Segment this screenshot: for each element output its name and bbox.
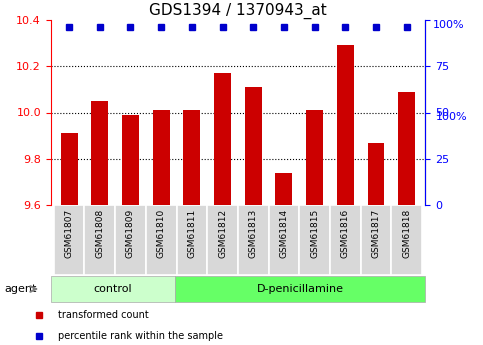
Bar: [337, 46, 354, 205]
Text: GSM61808: GSM61808: [95, 208, 104, 258]
Bar: [398, 92, 415, 205]
Title: GDS1394 / 1370943_at: GDS1394 / 1370943_at: [149, 2, 327, 19]
Bar: [207, 205, 238, 275]
Bar: [54, 205, 85, 275]
Bar: [146, 205, 176, 275]
Text: GSM61814: GSM61814: [279, 208, 288, 258]
Text: GSM61816: GSM61816: [341, 208, 350, 258]
Bar: [330, 205, 361, 275]
Bar: [85, 205, 115, 275]
Text: GSM61807: GSM61807: [65, 208, 73, 258]
Bar: [51, 276, 175, 302]
Text: GSM61809: GSM61809: [126, 208, 135, 258]
Bar: [122, 115, 139, 205]
Text: GSM61811: GSM61811: [187, 208, 197, 258]
Bar: [391, 205, 422, 275]
Text: transformed count: transformed count: [58, 310, 149, 320]
Text: GSM61815: GSM61815: [310, 208, 319, 258]
Bar: [245, 87, 262, 205]
Bar: [269, 205, 299, 275]
Bar: [176, 205, 207, 275]
Text: GSM61813: GSM61813: [249, 208, 258, 258]
Bar: [214, 73, 231, 205]
Bar: [184, 110, 200, 205]
Text: GSM61810: GSM61810: [156, 208, 166, 258]
Text: GSM61818: GSM61818: [402, 208, 411, 258]
Text: GSM61812: GSM61812: [218, 208, 227, 258]
Text: agent: agent: [5, 284, 37, 294]
Bar: [153, 110, 170, 205]
Bar: [238, 205, 269, 275]
Text: control: control: [94, 284, 132, 294]
Bar: [361, 205, 391, 275]
Bar: [175, 276, 425, 302]
Bar: [115, 205, 146, 275]
Y-axis label: 100%: 100%: [436, 112, 468, 122]
Bar: [306, 110, 323, 205]
Text: GSM61817: GSM61817: [371, 208, 381, 258]
Text: percentile rank within the sample: percentile rank within the sample: [58, 331, 223, 341]
Bar: [91, 101, 108, 205]
Text: D-penicillamine: D-penicillamine: [257, 284, 344, 294]
Bar: [368, 142, 384, 205]
Bar: [299, 205, 330, 275]
Text: 100%: 100%: [433, 20, 464, 30]
Bar: [275, 172, 292, 205]
Bar: [61, 133, 78, 205]
